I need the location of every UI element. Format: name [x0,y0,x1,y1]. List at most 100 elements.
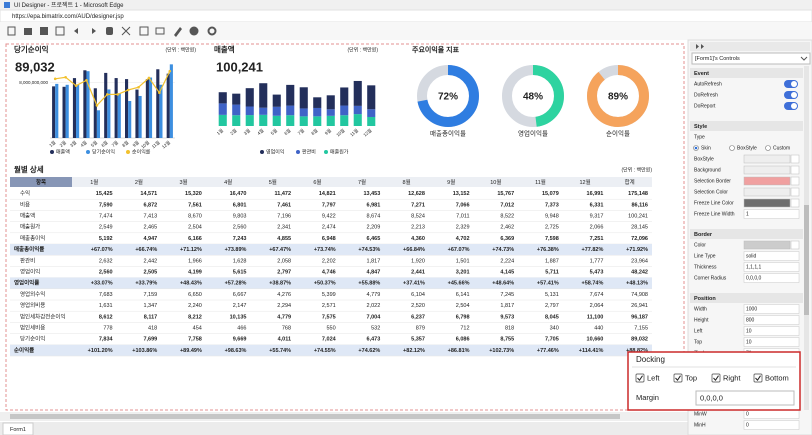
swatch-button[interactable] [790,240,800,250]
table-cell: +86.81% [448,348,470,354]
save-as-button[interactable] [55,26,65,36]
settings-button[interactable] [207,26,217,36]
bar-segment [340,87,349,106]
property-input[interactable] [743,326,800,336]
collapse-icon[interactable] [696,44,704,49]
bar [76,84,80,138]
h-scroll-thumb[interactable] [10,414,620,419]
row-label: 순이익률 [14,346,34,354]
edit-button[interactable] [174,27,182,37]
table-cell: +37.41% [403,281,425,287]
swatch-button[interactable] [790,187,800,197]
table-cell: 532 [371,325,380,331]
table-cell: +77.82% [582,247,604,253]
table-cell: +33.07% [91,281,113,287]
table-cell: +88.82% [626,348,648,354]
table-cell: +102.73% [489,348,514,354]
property-label: BoxStyle [694,156,714,162]
checkbox[interactable] [673,373,683,383]
x-tick-label: 5월 [269,127,279,137]
save-button[interactable] [40,27,48,35]
radio[interactable] [729,145,735,151]
bar-segment [299,87,308,109]
bar-segment [259,83,268,108]
table-cell: 5,711 [545,269,558,275]
table-cell: 5,357 [411,337,425,343]
table-cell: 86,116 [631,202,648,208]
property-input[interactable] [743,409,800,419]
table-cell: 2,549 [99,225,113,231]
table-cell: 2,797 [545,303,559,309]
redo-button[interactable] [92,28,96,34]
table-cell: 23,964 [631,258,648,264]
form-button[interactable] [155,27,165,35]
x-tick-label: 2월 [229,127,239,137]
table-cell: 1,501 [456,258,470,264]
color-swatch[interactable] [743,187,791,197]
checkbox-label: Bottom [765,373,789,382]
property-input[interactable] [743,337,800,347]
table-cell: 7,590 [99,202,113,208]
table-cell: 5,192 [99,236,113,242]
table-cell: 4,145 [500,269,514,275]
table-cell: 712 [460,325,469,331]
property-input[interactable] [743,420,800,430]
table-cell: 8,522 [500,213,514,219]
color-swatch[interactable] [743,176,791,186]
ratio-row [10,244,652,256]
color-swatch[interactable] [743,198,791,208]
table-cell: +45.66% [448,281,470,287]
checkbox[interactable] [753,373,763,383]
table-cell: 2,520 [411,303,425,309]
bar [93,88,97,138]
bar-segment [259,107,268,115]
bar [104,72,108,138]
property-value: 10 [746,328,752,334]
property-input[interactable] [743,315,800,325]
run-button[interactable] [189,26,199,36]
tools-button[interactable] [121,26,131,36]
swatch-button[interactable] [790,165,800,175]
table-cell: 48,242 [631,269,648,275]
new-button[interactable] [7,26,16,36]
table-cell: +73.89% [225,247,247,253]
property-input[interactable] [743,209,800,219]
checkmark [637,375,643,382]
checkbox[interactable] [635,373,645,383]
swatch-button[interactable] [790,176,800,186]
checkbox[interactable] [711,373,721,383]
property-input[interactable] [743,262,800,272]
property-input[interactable] [743,304,800,314]
table-cell: 2,571 [322,303,336,309]
table-cell: 2,202 [322,258,336,264]
table-cell: +38.87% [269,281,291,287]
undo-button[interactable] [74,28,78,34]
color-swatch[interactable] [743,240,791,250]
tab[interactable] [2,422,34,435]
margin-input[interactable] [695,390,795,406]
radio[interactable] [765,145,771,151]
swatch-button[interactable] [790,154,800,164]
table-cell: 1,966 [188,258,202,264]
color-swatch[interactable] [743,154,791,164]
swatch-button[interactable] [790,198,800,208]
property-input[interactable] [743,273,800,283]
table-cell: 7,245 [500,292,514,298]
property-input[interactable] [743,251,800,261]
x-tick-label: 6월 [100,139,110,149]
db-button[interactable] [106,27,113,35]
x-tick-label: 11월 [150,139,161,150]
color-swatch[interactable] [743,165,791,175]
x-tick-label: 12월 [160,139,172,150]
x-tick-label: 1월 [48,139,58,149]
control-dropdown[interactable] [691,52,811,65]
table-cell: 1,777 [590,258,604,264]
section-header [690,293,803,303]
open-button[interactable] [24,28,32,35]
property-label: MinW [694,411,707,417]
bar [135,89,139,138]
layout-button[interactable] [139,26,149,36]
table-cell: 2,209 [367,225,381,231]
table-cell: 340 [550,325,559,331]
v-scroll-thumb[interactable] [804,205,809,315]
